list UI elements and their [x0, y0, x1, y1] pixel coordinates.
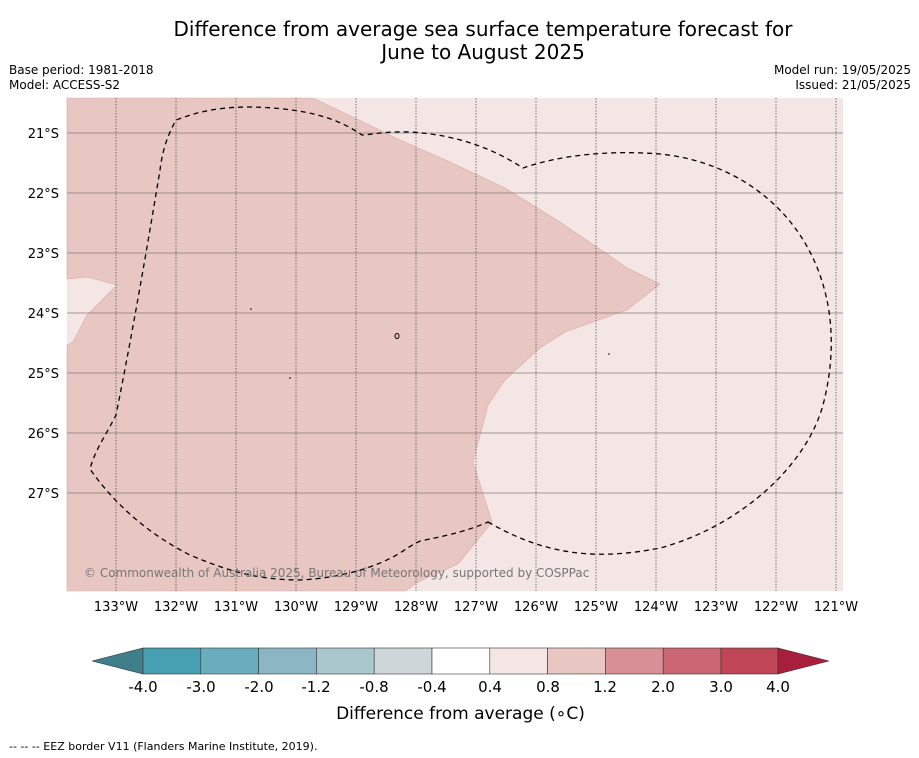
longitude-label: 122°W [754, 600, 798, 615]
colorbar-segment [258, 647, 317, 675]
longitude-label: 130°W [274, 600, 318, 615]
colorbar-segment [489, 647, 548, 675]
latitude-label: 22°S [28, 187, 59, 202]
anomaly-band-region [66, 97, 661, 592]
colorbar-tick-label: 4.0 [766, 678, 790, 696]
colorbar-segment [142, 647, 202, 675]
longitude-label: 129°W [334, 600, 378, 615]
meta-right: Model run: 19/05/2025 Issued: 21/05/2025 [774, 63, 911, 93]
model-run-text: Model run: 19/05/2025 [773, 63, 911, 77]
longitude-label: 127°W [454, 600, 498, 615]
colorbar-tick-label: -4.0 [128, 678, 157, 696]
colorbar-extend-low [91, 647, 144, 675]
colorbar-title: Difference from average (∘C) [336, 704, 585, 724]
map-title-line1: Difference from average sea surface temp… [173, 17, 793, 41]
colorbar-tick-label: 0.8 [536, 678, 560, 696]
longitude-label: 124°W [634, 600, 678, 615]
longitude-label: 128°W [394, 600, 438, 615]
latitude-label: 26°S [28, 427, 59, 442]
colorbar-tick-label: 2.0 [651, 678, 675, 696]
latitude-label: 27°S [28, 487, 59, 502]
colorbar-tick-label: -2.0 [244, 678, 273, 696]
island-marker [250, 308, 252, 310]
base-period-text: Base period: 1981-2018 [9, 63, 154, 77]
longitude-label: 131°W [214, 600, 258, 615]
latitude-label: 24°S [28, 307, 59, 322]
eez-border [89, 106, 832, 581]
island-marker [289, 377, 291, 379]
copyright-text: © Commonwealth of Australia 2025, Bureau… [84, 566, 589, 580]
colorbar-tick-label: -0.8 [359, 678, 388, 696]
colorbar-tick-label: -0.4 [417, 678, 446, 696]
footer-eez-note: -- -- -- EEZ border V11 (Flanders Marine… [9, 740, 318, 753]
colorbar-tick-label: -3.0 [186, 678, 215, 696]
colorbar-segment [431, 647, 491, 675]
map-title: Difference from average sea surface temp… [0, 18, 919, 64]
meta-left: Base period: 1981-2018 Model: ACCESS-S2 [9, 63, 154, 93]
colorbar-segment [720, 647, 779, 675]
latitude-label: 23°S [28, 247, 59, 262]
longitude-label: 132°W [154, 600, 198, 615]
latitude-label: 21°S [28, 127, 59, 142]
colorbar-segment [200, 647, 259, 675]
colorbar-segment [373, 647, 433, 675]
latitude-label: 25°S [28, 367, 59, 382]
colorbar-tick-label: 3.0 [709, 678, 733, 696]
map-title-line2: June to August 2025 [381, 40, 585, 64]
longitude-label: 121°W [814, 600, 858, 615]
longitude-label: 126°W [514, 600, 558, 615]
longitude-label: 133°W [94, 600, 138, 615]
colorbar-tick-label: 1.2 [593, 678, 617, 696]
colorbar-segment [316, 647, 375, 675]
colorbar-segment [662, 647, 722, 675]
latitude-gridlines [67, 132, 843, 494]
colorbar-segment [547, 647, 606, 675]
colorbar-extend-high [777, 647, 830, 675]
island-marker [608, 353, 610, 355]
colorbar-tick-label: 0.4 [478, 678, 502, 696]
model-text: Model: ACCESS-S2 [9, 78, 121, 92]
longitude-label: 125°W [574, 600, 618, 615]
island-marker [394, 333, 400, 339]
colorbar-tick-label: -1.2 [301, 678, 330, 696]
longitude-gridlines [115, 98, 837, 591]
longitude-label: 123°W [694, 600, 738, 615]
issued-text: Issued: 21/05/2025 [795, 78, 911, 92]
colorbar [91, 647, 830, 675]
colorbar-segment [605, 647, 664, 675]
